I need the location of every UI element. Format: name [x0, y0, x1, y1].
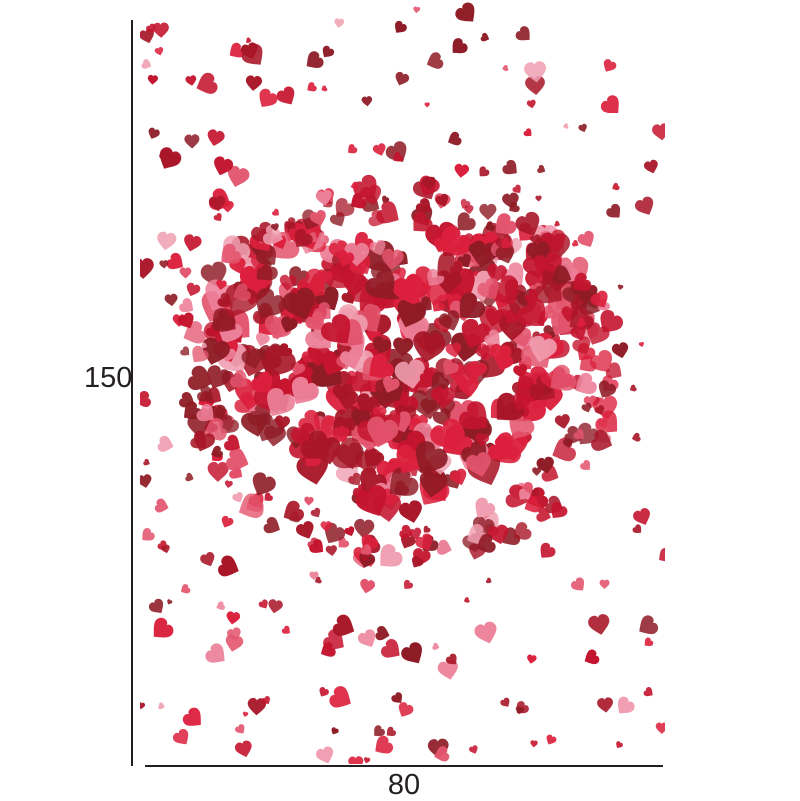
- horizontal-dimension-label: 80: [387, 769, 421, 801]
- vertical-dimension-line: [131, 20, 133, 766]
- heart-confetti-illustration: [140, 0, 665, 764]
- heart-confetti-canvas: [140, 2, 665, 764]
- vertical-dimension-label: 150: [84, 362, 133, 394]
- horizontal-dimension-line: [145, 765, 663, 767]
